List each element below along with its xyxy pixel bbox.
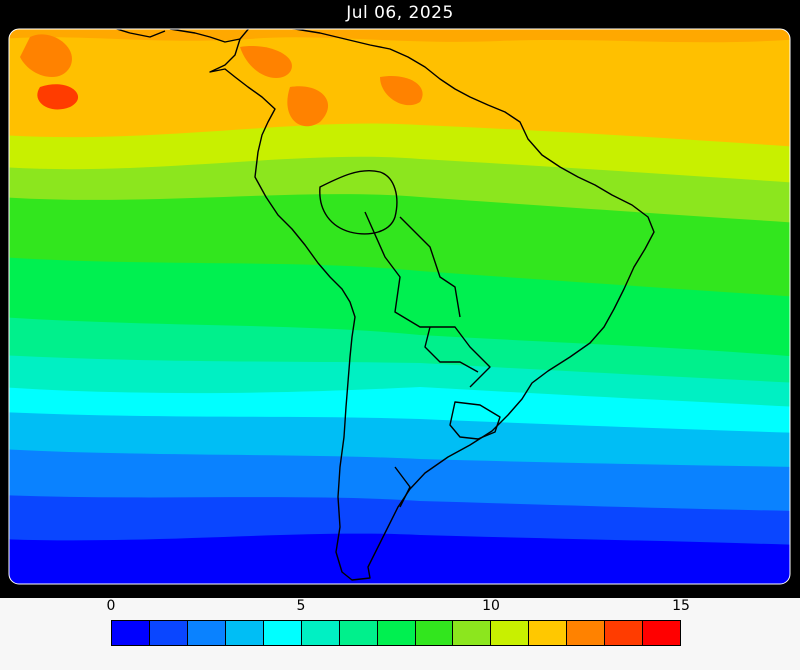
colorbar-swatch (225, 621, 264, 645)
colorbar-swatch (263, 621, 302, 645)
colorbar-swatch (567, 621, 606, 645)
colorbar-swatch (529, 621, 568, 645)
colorbar-swatch (453, 621, 492, 645)
colorbar-tick-label: 0 (106, 598, 116, 614)
map-title: Jul 06, 2025 (346, 3, 454, 23)
colorbar-swatch (187, 621, 226, 645)
colorbar-swatch (491, 621, 530, 645)
colorbar-swatch (605, 621, 644, 645)
colorbar-swatch (149, 621, 188, 645)
south-america-map (0, 27, 800, 587)
value-field (9, 29, 790, 584)
colorbar-tick-label: 15 (672, 598, 690, 614)
colorbar-swatch (415, 621, 454, 645)
colorbar-tick-label: 10 (482, 598, 500, 614)
colorbar-swatch (301, 621, 340, 645)
colorbar-swatch (643, 621, 681, 645)
colorbar-legend: 0 5 10 15 (0, 598, 800, 670)
colorbar (111, 620, 681, 646)
colorbar-swatch (339, 621, 378, 645)
coastline-outline (109, 27, 655, 581)
colorbar-swatch (377, 621, 416, 645)
colorbar-tick-label: 5 (296, 598, 306, 614)
colorbar-swatch (112, 621, 150, 645)
